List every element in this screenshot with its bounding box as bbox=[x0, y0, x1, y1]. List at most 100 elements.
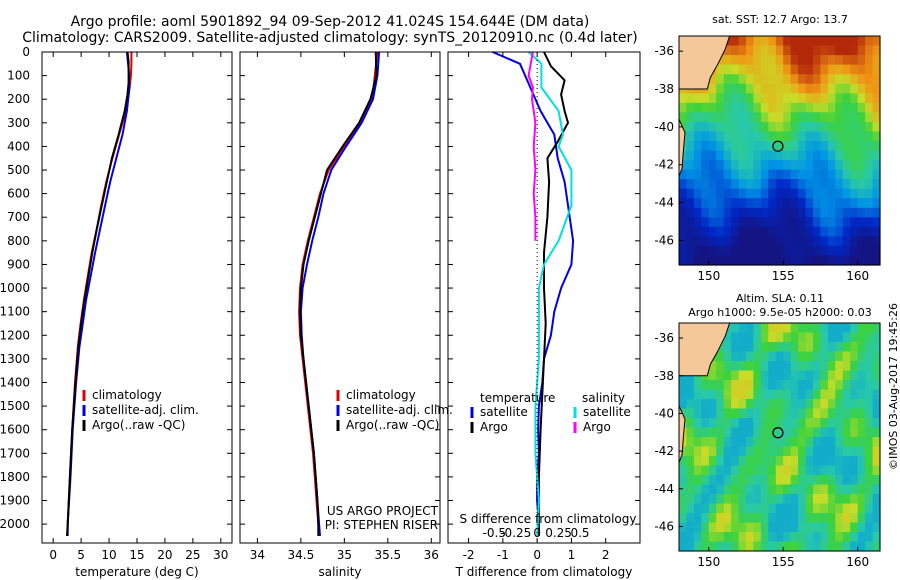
map-cell bbox=[865, 245, 874, 256]
map-cell bbox=[872, 160, 881, 171]
x-tick-label-salinity: 34.5 bbox=[288, 548, 315, 562]
series-line-temperature-satellite-adj-clim- bbox=[66, 51, 131, 536]
map-cell bbox=[872, 255, 881, 266]
map-cell bbox=[723, 207, 732, 218]
map-cell bbox=[872, 494, 881, 505]
map-cell bbox=[842, 484, 851, 495]
map-cell bbox=[701, 456, 710, 467]
map-cell bbox=[813, 245, 821, 256]
map-cell bbox=[693, 389, 702, 400]
map-cell bbox=[731, 494, 740, 505]
map-cell bbox=[775, 198, 784, 209]
map-cell bbox=[842, 207, 851, 218]
map-cell bbox=[760, 236, 769, 247]
map-cell bbox=[768, 112, 777, 123]
map-cell bbox=[827, 380, 836, 391]
map-cell bbox=[783, 522, 792, 533]
map-cell bbox=[679, 513, 687, 524]
map-cell bbox=[738, 446, 747, 457]
map-cell bbox=[693, 380, 702, 391]
x-tick-label-temperature: 30 bbox=[213, 548, 228, 562]
map-cell bbox=[857, 245, 866, 256]
map-cell bbox=[827, 179, 836, 190]
map-cell bbox=[865, 399, 874, 410]
map-cell bbox=[783, 131, 792, 142]
map-cell bbox=[790, 351, 799, 362]
map-cell bbox=[701, 226, 710, 237]
map-cell bbox=[716, 532, 725, 543]
map-cell bbox=[701, 255, 710, 266]
map-cell bbox=[738, 332, 747, 343]
map-cell bbox=[746, 150, 754, 161]
map-cell bbox=[805, 399, 814, 410]
map-cell bbox=[850, 93, 859, 104]
map-cell bbox=[827, 160, 836, 171]
map-cell bbox=[679, 102, 687, 113]
map-cell bbox=[753, 408, 762, 419]
map-cell bbox=[760, 102, 769, 113]
map-cell bbox=[775, 150, 784, 161]
map-cell bbox=[753, 342, 762, 353]
map-cell bbox=[813, 389, 821, 400]
map-cell bbox=[783, 55, 792, 66]
map-cell bbox=[738, 179, 747, 190]
map-cell bbox=[842, 332, 851, 343]
map-cell bbox=[798, 389, 807, 400]
map-cell bbox=[872, 456, 881, 467]
map-cell bbox=[768, 74, 777, 85]
map-cell bbox=[753, 245, 762, 256]
map-cell bbox=[760, 55, 769, 66]
map-cell bbox=[693, 207, 702, 218]
map-cell bbox=[842, 179, 851, 190]
map-cell bbox=[805, 456, 814, 467]
map-cell bbox=[775, 255, 784, 266]
map-cell bbox=[753, 207, 762, 218]
map-cell bbox=[746, 503, 754, 514]
map-cell bbox=[708, 399, 717, 410]
map-cell bbox=[865, 226, 874, 237]
map-cell bbox=[708, 522, 717, 533]
series-line-difference-temperature-satellite bbox=[492, 51, 575, 536]
map-cell bbox=[865, 179, 874, 190]
map-cell bbox=[798, 93, 807, 104]
map-cell bbox=[753, 188, 762, 199]
map-cell bbox=[716, 112, 725, 123]
map-cell bbox=[813, 121, 821, 132]
map-cell bbox=[753, 484, 762, 495]
map-cell bbox=[716, 141, 725, 152]
map-cell bbox=[775, 207, 784, 218]
map-cell bbox=[731, 323, 740, 334]
map-cell bbox=[768, 532, 777, 543]
map-cell bbox=[775, 389, 784, 400]
legend-label-temperature: climatology bbox=[92, 388, 162, 402]
map-cell bbox=[820, 541, 829, 552]
map-cell bbox=[753, 399, 762, 410]
map-cell bbox=[783, 188, 792, 199]
map-cell bbox=[716, 418, 725, 429]
map-cell bbox=[790, 418, 799, 429]
x-tick-label-salinity: 35 bbox=[337, 548, 352, 562]
map-cell bbox=[872, 522, 881, 533]
map-cell bbox=[798, 150, 807, 161]
map-cell bbox=[738, 456, 747, 467]
map-y-tick-label: -42 bbox=[654, 444, 674, 458]
map-cell bbox=[842, 361, 851, 372]
map-cell bbox=[842, 427, 851, 438]
map-cell bbox=[760, 475, 769, 486]
map-cell bbox=[813, 503, 821, 514]
map-cell bbox=[753, 494, 762, 505]
map-cell bbox=[708, 207, 717, 218]
map-cell bbox=[798, 541, 807, 552]
map-cell bbox=[716, 236, 725, 247]
map-cell bbox=[872, 370, 881, 381]
map-cell bbox=[708, 361, 717, 372]
map-cell bbox=[813, 332, 821, 343]
map-cell bbox=[827, 64, 836, 75]
map-cell bbox=[768, 541, 777, 552]
panel-salinity: 34 34.5 35 35.5 36 salinity climatologysatelli… bbox=[239, 51, 453, 579]
map-cell bbox=[798, 532, 807, 543]
map-cell bbox=[857, 456, 866, 467]
map-cell bbox=[693, 179, 702, 190]
map-cell bbox=[723, 351, 732, 362]
map-cell bbox=[865, 427, 874, 438]
